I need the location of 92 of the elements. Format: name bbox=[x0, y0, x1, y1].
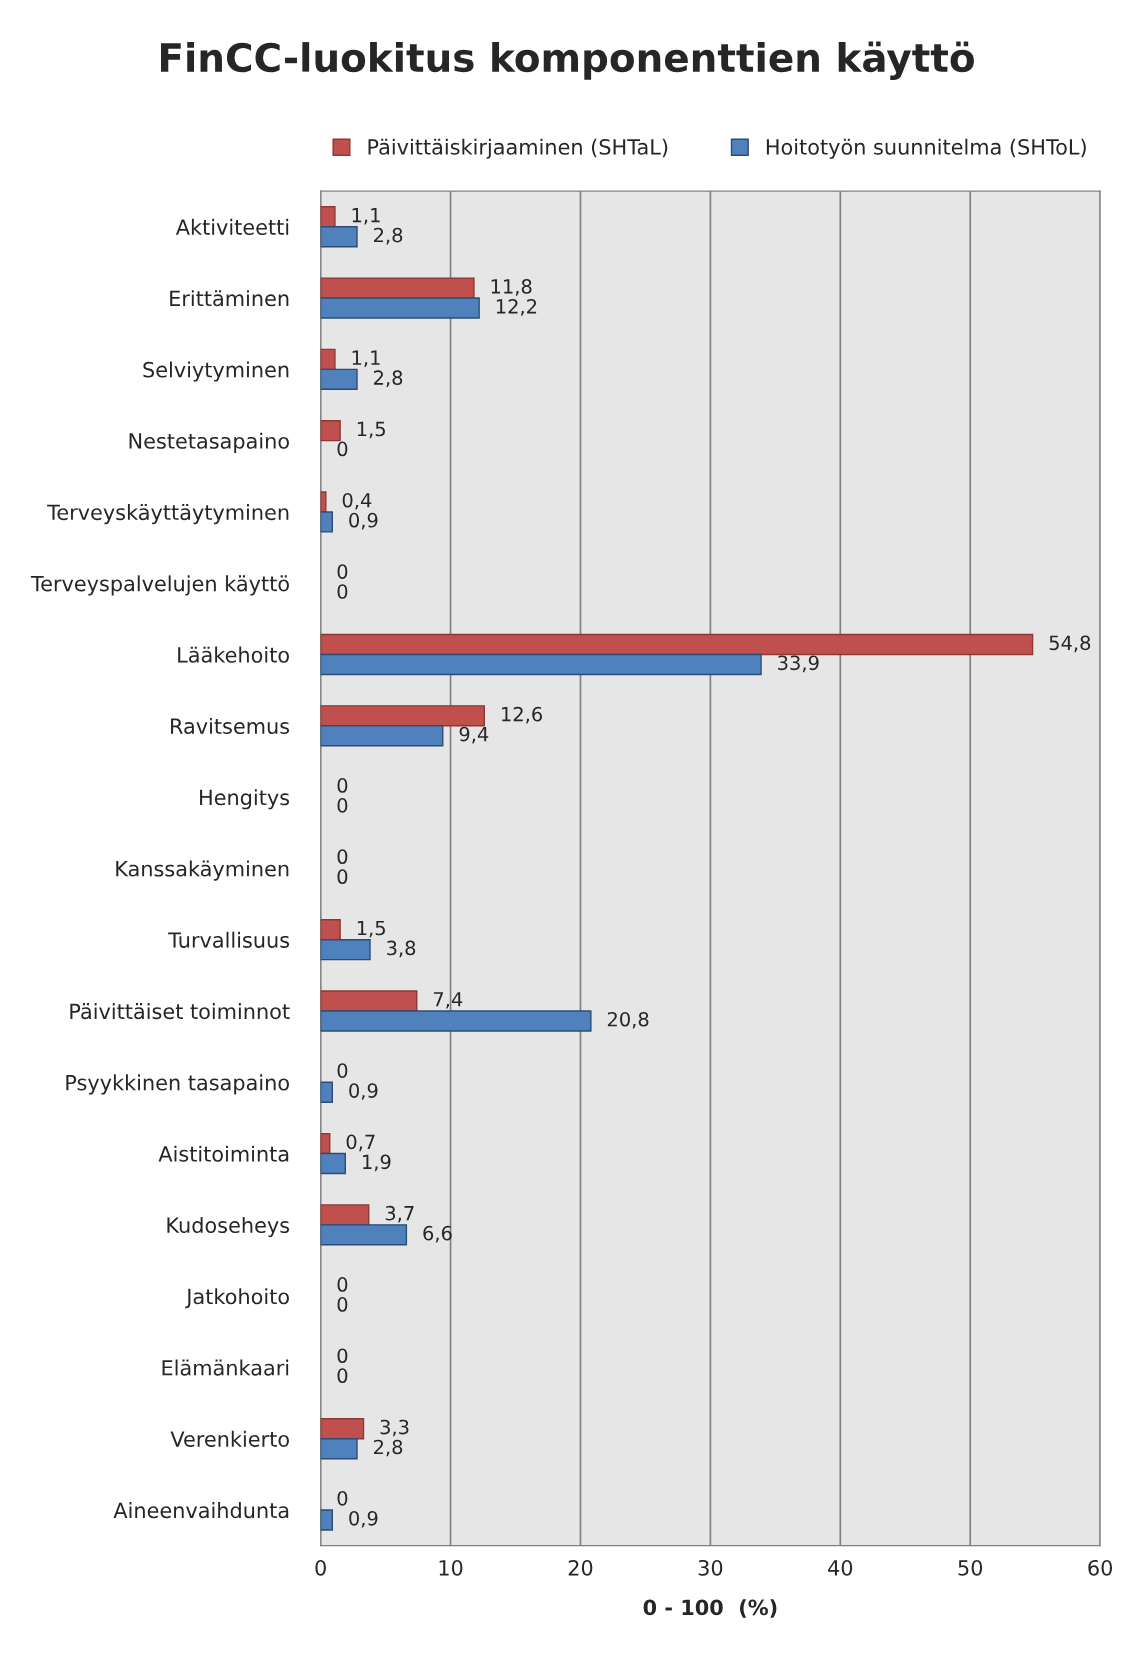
bar bbox=[320, 1204, 370, 1226]
bar bbox=[320, 277, 475, 299]
data-label: 12,6 bbox=[502, 706, 542, 724]
bar bbox=[320, 938, 371, 961]
y-tick-label: Terveyspalvelujen käyttö bbox=[30, 575, 289, 596]
x-tick-label: 30 bbox=[698, 1559, 723, 1576]
y-tick-label: Terveyskäyttäytyminen bbox=[47, 504, 289, 525]
bar bbox=[320, 511, 334, 533]
data-label: 0 bbox=[337, 1490, 348, 1506]
bar bbox=[320, 226, 358, 248]
bar bbox=[320, 725, 444, 747]
y-tick-label: Lääkehoito bbox=[178, 646, 289, 663]
data-label: 9,4 bbox=[459, 726, 489, 744]
bar bbox=[320, 653, 762, 676]
data-label: 0 bbox=[337, 869, 348, 885]
data-label: 0,4 bbox=[342, 492, 372, 510]
y-tick-label: Erittäminen bbox=[170, 290, 289, 307]
bar bbox=[320, 990, 418, 1012]
x-axis-title: 0 - 100 (%) bbox=[643, 1599, 777, 1618]
data-label: 12,2 bbox=[496, 298, 537, 316]
y-tick-label: Nestetasapaino bbox=[129, 432, 289, 453]
y-tick-label: Aktiviteetti bbox=[175, 218, 289, 235]
data-label: 6,6 bbox=[423, 1225, 452, 1243]
bar bbox=[320, 419, 341, 442]
data-label: 0 bbox=[337, 778, 348, 793]
data-label: 1,5 bbox=[357, 920, 385, 938]
x-tick-label: 10 bbox=[439, 1559, 463, 1576]
y-tick-label: Kudoseheys bbox=[167, 1216, 290, 1238]
y-tick-label: Hengitys bbox=[200, 789, 290, 810]
data-label: 7,4 bbox=[433, 992, 463, 1009]
y-tick-label: Päivittäiset toiminnot bbox=[70, 1003, 290, 1020]
legend-label: Päivittäiskirjaaminen (SHTaL) bbox=[368, 138, 668, 159]
y-tick-label: Aineenvaihdunta bbox=[113, 1502, 289, 1519]
data-label: 54,8 bbox=[1049, 635, 1091, 653]
data-label: 0 bbox=[337, 584, 348, 599]
data-label: 11,8 bbox=[491, 279, 532, 296]
data-label: 0 bbox=[337, 849, 348, 865]
bar bbox=[320, 705, 486, 727]
y-tick-label: Kanssakäyminen bbox=[116, 860, 289, 881]
x-tick-label: 0 bbox=[315, 1559, 326, 1576]
y-tick-label: Jatkohoito bbox=[185, 1288, 289, 1309]
bar bbox=[320, 348, 336, 371]
bar bbox=[320, 1418, 365, 1440]
data-label: 1,1 bbox=[352, 350, 380, 367]
data-label: 0 bbox=[337, 1277, 348, 1292]
data-label: 1,9 bbox=[363, 1154, 391, 1172]
x-tick-label: 60 bbox=[1088, 1559, 1113, 1576]
bar bbox=[320, 1010, 592, 1032]
y-tick-label: Aistitoiminta bbox=[158, 1145, 289, 1162]
data-label: 0,7 bbox=[346, 1134, 375, 1152]
data-label: 1,5 bbox=[357, 421, 385, 439]
bar bbox=[320, 1224, 408, 1246]
x-tick-label: 40 bbox=[828, 1559, 853, 1576]
chart-title: FinCC-luokitus komponenttien käyttö bbox=[160, 41, 974, 81]
data-label: 0 bbox=[337, 1297, 348, 1312]
y-tick-label: Verenkierto bbox=[170, 1430, 289, 1447]
data-label: 2,8 bbox=[374, 227, 403, 245]
y-tick-label: Psyykkinen tasapaino bbox=[66, 1074, 289, 1095]
data-label: 1,1 bbox=[352, 207, 380, 225]
data-label: 33,9 bbox=[778, 655, 819, 673]
data-label: 3,3 bbox=[380, 1419, 409, 1437]
data-label: 0 bbox=[337, 798, 348, 813]
data-label: 0 bbox=[337, 1063, 348, 1078]
bar bbox=[320, 633, 1034, 656]
data-label: 3,8 bbox=[387, 940, 416, 958]
data-label: 0 bbox=[337, 1348, 348, 1364]
bar bbox=[320, 1438, 358, 1460]
y-tick-label: Selviytyminen bbox=[143, 361, 289, 382]
data-label: 0 bbox=[337, 1368, 348, 1384]
x-tick-label: 20 bbox=[568, 1559, 593, 1576]
bar bbox=[320, 206, 336, 228]
y-tick-label: Elämänkaari bbox=[162, 1359, 289, 1376]
bar bbox=[320, 1509, 334, 1531]
data-label: 20,8 bbox=[607, 1011, 649, 1029]
data-label: 0,9 bbox=[349, 1510, 378, 1528]
y-tick-label: Ravitsemus bbox=[171, 717, 290, 735]
y-tick-label: Turvallisuus bbox=[168, 931, 290, 948]
data-label: 0 bbox=[337, 564, 348, 579]
bar bbox=[320, 297, 480, 319]
bar bbox=[320, 1152, 347, 1175]
bar bbox=[320, 919, 341, 941]
data-label: 0,9 bbox=[349, 1083, 378, 1100]
bar bbox=[320, 1081, 334, 1103]
bar bbox=[320, 491, 327, 513]
data-label: 2,8 bbox=[374, 370, 403, 387]
data-label: 0,9 bbox=[349, 512, 378, 530]
data-label: 2,8 bbox=[374, 1439, 403, 1457]
data-label: 3,7 bbox=[385, 1205, 414, 1223]
legend-label: Hoitotyön suunnitelma (SHToL) bbox=[766, 138, 1086, 159]
bar bbox=[320, 368, 358, 391]
data-label: 0 bbox=[337, 441, 348, 457]
x-tick-label: 50 bbox=[958, 1559, 983, 1576]
